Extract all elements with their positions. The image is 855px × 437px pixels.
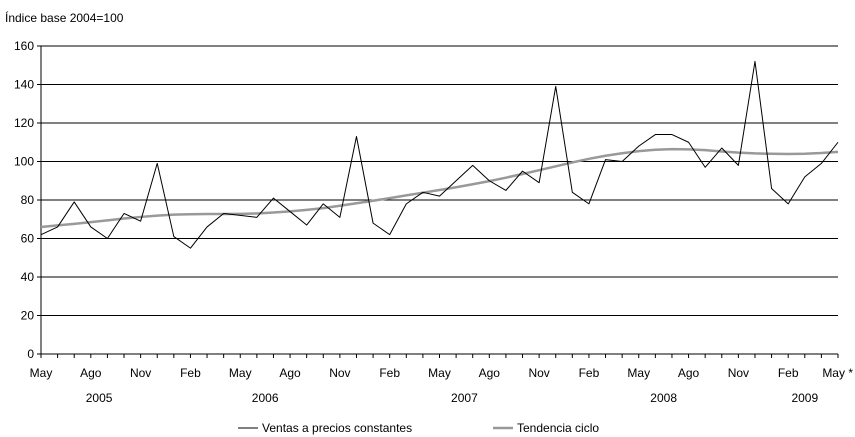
legend: Ventas a precios constantes Tendencia cic… [238, 421, 599, 435]
year-label: 2005 [86, 391, 113, 405]
y-tick-label: 0 [27, 347, 34, 361]
x-tick-label: Feb [778, 366, 799, 380]
y-tick-label: 60 [21, 232, 35, 246]
x-tick-label: Nov [329, 366, 350, 380]
x-tick-label: Ago [678, 366, 700, 380]
y-tick-label: 100 [14, 155, 34, 169]
y-tick-label: 140 [14, 78, 34, 92]
legend-ventas: Ventas a precios constantes [238, 421, 412, 435]
legend-label: Ventas a precios constantes [262, 421, 412, 435]
x-tick-label: Ago [479, 366, 501, 380]
x-tick-label: May [30, 366, 53, 380]
x-tick-label: Feb [379, 366, 400, 380]
series-line-tendencia-ciclo [40, 147, 839, 229]
y-tick-label: 120 [14, 116, 34, 130]
x-tick-label: May * [822, 366, 853, 380]
x-tick-labels: May Ago Nov Feb May Ago Nov Feb May Ago Nov Feb May A… [30, 366, 854, 405]
y-tick-label: 80 [21, 193, 35, 207]
y-tick-label: 40 [21, 270, 35, 284]
year-label: 2009 [791, 391, 818, 405]
x-tick-label: Nov [728, 366, 749, 380]
gridlines [41, 45, 838, 316]
year-label: 2006 [252, 391, 279, 405]
y-tick-labels: 0 20 40 60 80 100 120 140 160 [14, 39, 34, 361]
year-label: 2007 [451, 391, 478, 405]
legend-label: Tendencia ciclo [517, 421, 599, 435]
series-line-ventas [40, 60, 839, 249]
legend-tendencia: Tendencia ciclo [493, 421, 599, 435]
y-tick-label: 160 [14, 39, 34, 53]
series-lines [40, 60, 839, 249]
axes [37, 45, 839, 358]
x-tick-label: May [428, 366, 451, 380]
x-tick-label: Nov [528, 366, 549, 380]
y-tick-label: 20 [21, 309, 35, 323]
x-tick-label: Ago [279, 366, 301, 380]
x-tick-label: May [627, 366, 650, 380]
year-label: 2008 [650, 391, 677, 405]
y-axis-label: Índice base 2004=100 [5, 10, 124, 25]
x-tick-label: Ago [80, 366, 102, 380]
x-tick-label: May [229, 366, 252, 380]
x-tick-label: Feb [579, 366, 600, 380]
x-tick-label: Nov [130, 366, 151, 380]
x-tick-label: Feb [180, 366, 201, 380]
